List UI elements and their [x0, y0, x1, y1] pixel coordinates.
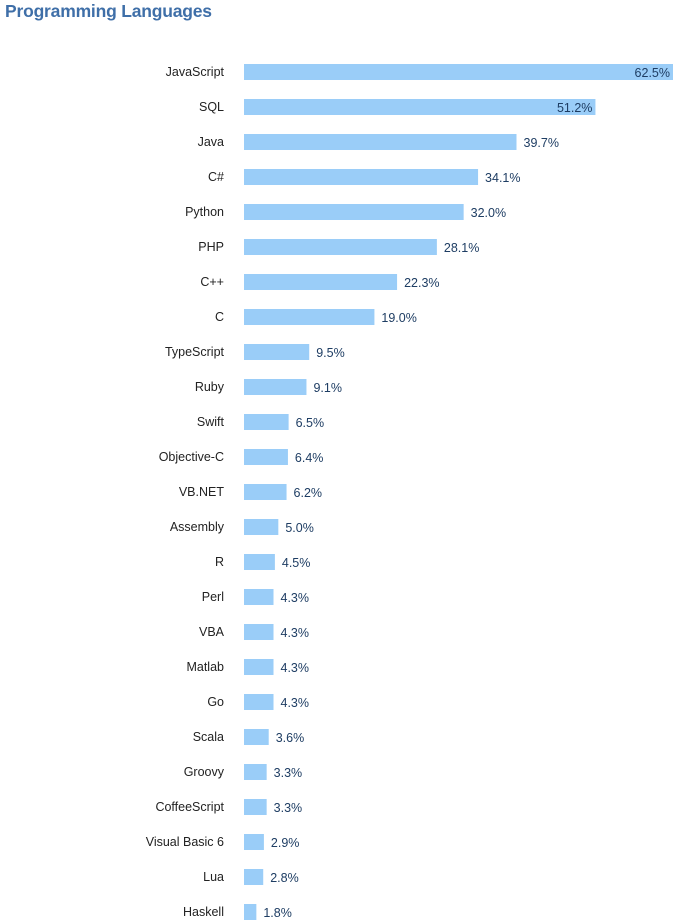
category-label: R — [215, 555, 224, 569]
chart-title: Programming Languages — [5, 1, 212, 21]
bar — [244, 589, 274, 605]
category-label: C — [215, 310, 224, 324]
bar — [244, 904, 257, 920]
category-label: Java — [198, 135, 224, 149]
category-label: Visual Basic 6 — [146, 835, 224, 849]
category-label: Assembly — [170, 520, 225, 534]
value-label: 2.8% — [270, 871, 299, 885]
value-label: 39.7% — [524, 136, 559, 150]
category-label: Go — [207, 695, 224, 709]
category-label: Swift — [197, 415, 225, 429]
value-label: 22.3% — [404, 276, 439, 290]
bar — [244, 99, 596, 115]
bar — [244, 414, 289, 430]
value-label: 6.2% — [294, 486, 323, 500]
bar — [244, 449, 288, 465]
value-label: 34.1% — [485, 171, 520, 185]
bar — [244, 64, 673, 80]
bar — [244, 204, 464, 220]
bar — [244, 764, 267, 780]
bar — [244, 834, 264, 850]
value-label: 3.3% — [274, 801, 303, 815]
bar — [244, 239, 437, 255]
value-label: 6.4% — [295, 451, 324, 465]
bar — [244, 169, 479, 185]
category-label: VB.NET — [179, 485, 225, 499]
category-label: Matlab — [186, 660, 224, 674]
bar — [244, 134, 517, 150]
bar — [244, 554, 275, 570]
value-label: 19.0% — [381, 311, 416, 325]
category-label: Haskell — [183, 905, 224, 919]
value-label: 6.5% — [296, 416, 325, 430]
category-label: Perl — [202, 590, 224, 604]
value-label: 3.6% — [276, 731, 305, 745]
category-label: Groovy — [184, 765, 225, 779]
value-label: 9.5% — [316, 346, 345, 360]
category-label: PHP — [198, 240, 224, 254]
value-label: 5.0% — [285, 521, 314, 535]
category-label: Lua — [203, 870, 224, 884]
value-label: 4.3% — [281, 626, 310, 640]
value-label: 62.5% — [635, 66, 670, 80]
value-label: 1.8% — [263, 906, 292, 920]
category-label: C# — [208, 170, 224, 184]
bar — [244, 869, 264, 885]
bar — [244, 694, 274, 710]
category-label: CoffeeScript — [155, 800, 224, 814]
bar — [244, 274, 398, 290]
bar — [244, 344, 310, 360]
category-label: VBA — [199, 625, 225, 639]
value-label: 28.1% — [444, 241, 479, 255]
value-label: 32.0% — [471, 206, 506, 220]
category-label: JavaScript — [166, 65, 225, 79]
value-label: 51.2% — [557, 101, 592, 115]
category-label: SQL — [199, 100, 224, 114]
category-label: Objective-C — [159, 450, 224, 464]
value-label: 4.3% — [281, 661, 310, 675]
bar — [244, 309, 375, 325]
category-label: Python — [185, 205, 224, 219]
category-label: C++ — [200, 275, 224, 289]
bar — [244, 379, 307, 395]
bar — [244, 729, 269, 745]
category-label: TypeScript — [165, 345, 225, 359]
bar — [244, 484, 287, 500]
value-label: 4.3% — [281, 696, 310, 710]
bar — [244, 624, 274, 640]
category-label: Scala — [193, 730, 224, 744]
value-label: 3.3% — [274, 766, 303, 780]
value-label: 9.1% — [313, 381, 342, 395]
bar — [244, 659, 274, 675]
value-label: 2.9% — [271, 836, 300, 850]
bar — [244, 519, 279, 535]
value-label: 4.3% — [281, 591, 310, 605]
value-label: 4.5% — [282, 556, 311, 570]
bar — [244, 799, 267, 815]
category-label: Ruby — [195, 380, 225, 394]
